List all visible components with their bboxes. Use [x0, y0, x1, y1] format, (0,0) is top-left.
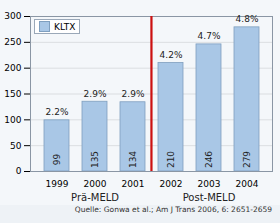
svg-text:2004: 2004 — [236, 179, 259, 189]
svg-text:Prä-MELD: Prä-MELD — [71, 192, 119, 203]
svg-text:2.9%: 2.9% — [122, 89, 145, 99]
svg-text:4.2%: 4.2% — [160, 50, 183, 60]
svg-text:134: 134 — [128, 151, 138, 168]
svg-text:50: 50 — [10, 141, 22, 151]
svg-text:246: 246 — [204, 151, 214, 168]
svg-text:2003: 2003 — [198, 179, 221, 189]
svg-text:2002: 2002 — [160, 179, 183, 189]
svg-text:135: 135 — [90, 151, 100, 168]
svg-text:100: 100 — [4, 115, 21, 125]
svg-text:4.7%: 4.7% — [198, 31, 221, 41]
svg-text:4.8%: 4.8% — [236, 14, 259, 24]
html-text:Quelle: Gonwa et al.; Am J Tra: Quelle: Gonwa et al.; Am J Trans 2006, 6… — [74, 205, 272, 214]
svg-text:279: 279 — [242, 151, 252, 168]
svg-text:99: 99 — [52, 154, 62, 166]
svg-text:2.9%: 2.9% — [84, 89, 107, 99]
html-text:KLTX: KLTX — [54, 21, 76, 32]
svg-text:150: 150 — [4, 89, 21, 99]
svg-text:200: 200 — [4, 63, 21, 73]
svg-text:1999: 1999 — [46, 179, 69, 189]
svg-text:2000: 2000 — [84, 179, 107, 189]
svg-text:210: 210 — [166, 151, 176, 168]
svg-text:Post-MELD: Post-MELD — [183, 192, 236, 203]
svg-text:2.2%: 2.2% — [46, 107, 69, 117]
svg-text:2001: 2001 — [122, 179, 145, 189]
svg-text:0: 0 — [16, 166, 22, 176]
svg-text:300: 300 — [4, 11, 21, 21]
svg-text:250: 250 — [4, 37, 21, 47]
